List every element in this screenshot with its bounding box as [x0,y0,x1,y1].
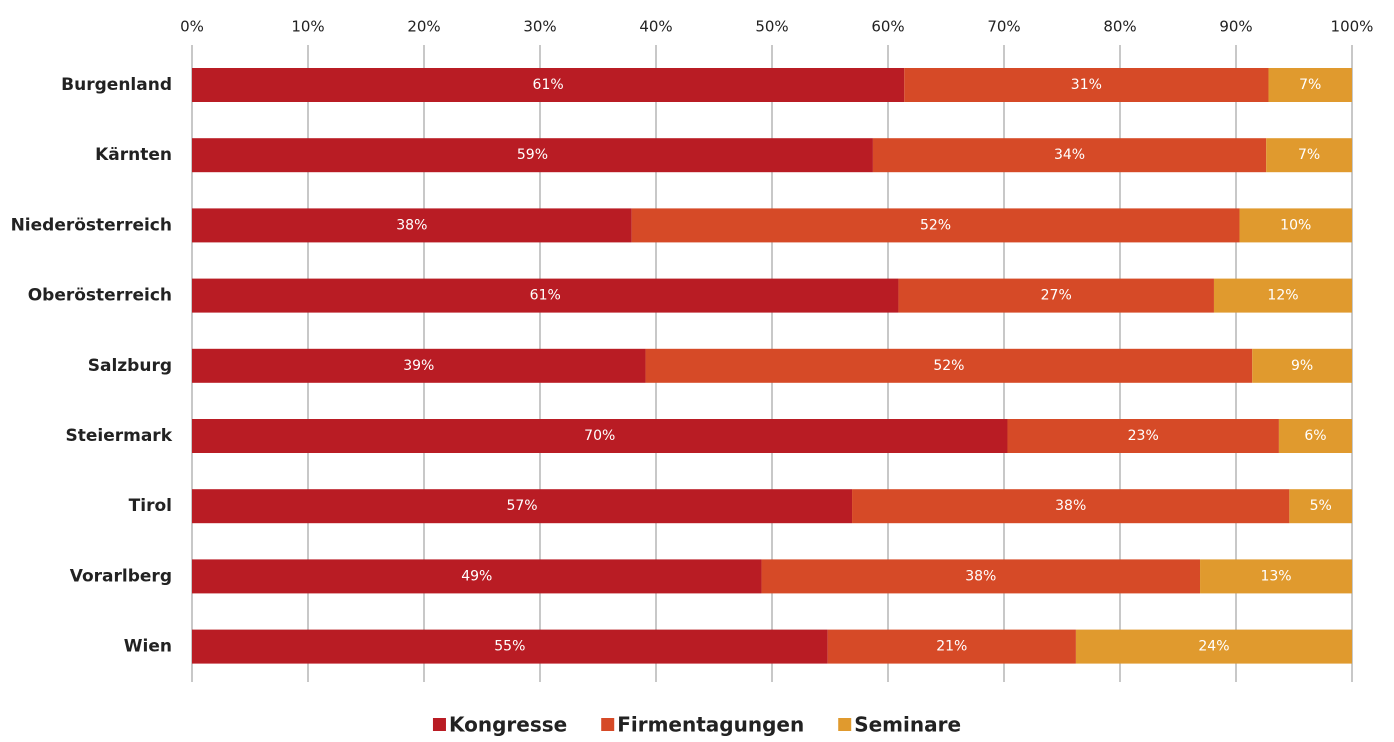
data-label: 31% [1071,77,1102,93]
data-label: 7% [1298,147,1320,163]
data-label: 5% [1310,498,1332,514]
legend-label: Seminare [854,713,961,737]
bar-segment [192,419,1008,453]
x-tick-label: 30% [523,18,556,36]
legend-swatch [601,718,615,731]
data-label: 7% [1299,77,1321,93]
x-tick-label: 70% [987,18,1020,36]
bar-segment [192,68,905,102]
data-label: 38% [396,217,427,233]
bar-segment [192,348,646,383]
data-label: 61% [533,77,564,93]
category-label: Kärnten [95,145,172,165]
data-label: 21% [936,639,967,655]
data-label: 38% [1055,498,1086,514]
bar-segment [192,138,873,173]
bar-segment [1213,278,1352,313]
legend-swatch [838,718,852,731]
data-label: 10% [1280,217,1311,233]
bar-segment [1239,208,1352,243]
bar-segment [761,559,1201,594]
bar-segment [904,68,1269,102]
category-label: Burgenland [61,75,172,95]
data-label: 57% [506,498,537,514]
category-label: Wien [124,637,172,657]
bar-segment [898,278,1214,313]
legend-label: Kongresse [449,713,567,737]
data-label: 49% [461,568,492,584]
x-tick-label: 0% [180,18,204,36]
bar-segment [1278,419,1352,453]
bar-segment [192,559,762,594]
data-label: 12% [1267,288,1298,304]
x-tick-label: 40% [639,18,672,36]
bar-segment [1075,629,1352,664]
data-label: 9% [1291,358,1313,374]
legend-label: Firmentagungen [617,713,804,737]
data-label: 27% [1041,288,1072,304]
data-label: 55% [494,639,525,655]
data-label: 24% [1198,639,1229,655]
bar-segment [1200,559,1352,594]
bar-segment [192,629,828,664]
data-label: 23% [1128,428,1159,444]
bar-segment [645,348,1253,383]
category-label: Tirol [129,496,172,516]
bar-segment [872,138,1267,173]
bar-segment [1268,68,1352,102]
bar-segment [1289,489,1352,524]
data-label: 52% [920,217,951,233]
bar-segment [1266,138,1352,173]
x-tick-label: 50% [755,18,788,36]
bar-segment [192,208,632,243]
data-label: 61% [530,288,561,304]
category-label: Oberösterreich [28,286,172,306]
category-label: Vorarlberg [70,566,172,586]
bar-segment [827,629,1076,664]
data-label: 70% [584,428,615,444]
x-tick-label: 10% [291,18,324,36]
data-label: 59% [517,147,548,163]
bar-segment [192,489,853,524]
bar-segment [192,278,899,313]
data-label: 6% [1304,428,1326,444]
data-label: 52% [933,358,964,374]
bar-segment [631,208,1240,243]
x-tick-label: 90% [1219,18,1252,36]
category-label: Niederösterreich [11,215,172,235]
data-label: 34% [1054,147,1085,163]
legend-swatch [432,718,446,731]
data-label: 39% [403,358,434,374]
x-tick-label: 60% [871,18,904,36]
x-tick-label: 80% [1103,18,1136,36]
bar-segment [1007,419,1279,453]
category-label: Salzburg [88,356,172,376]
bar-segment [852,489,1290,524]
bar-segment [1252,348,1352,383]
x-tick-label: 20% [407,18,440,36]
x-tick-label: 100% [1331,18,1374,36]
data-label: 38% [965,568,996,584]
category-label: Steiermark [65,426,172,446]
data-label: 13% [1260,568,1291,584]
